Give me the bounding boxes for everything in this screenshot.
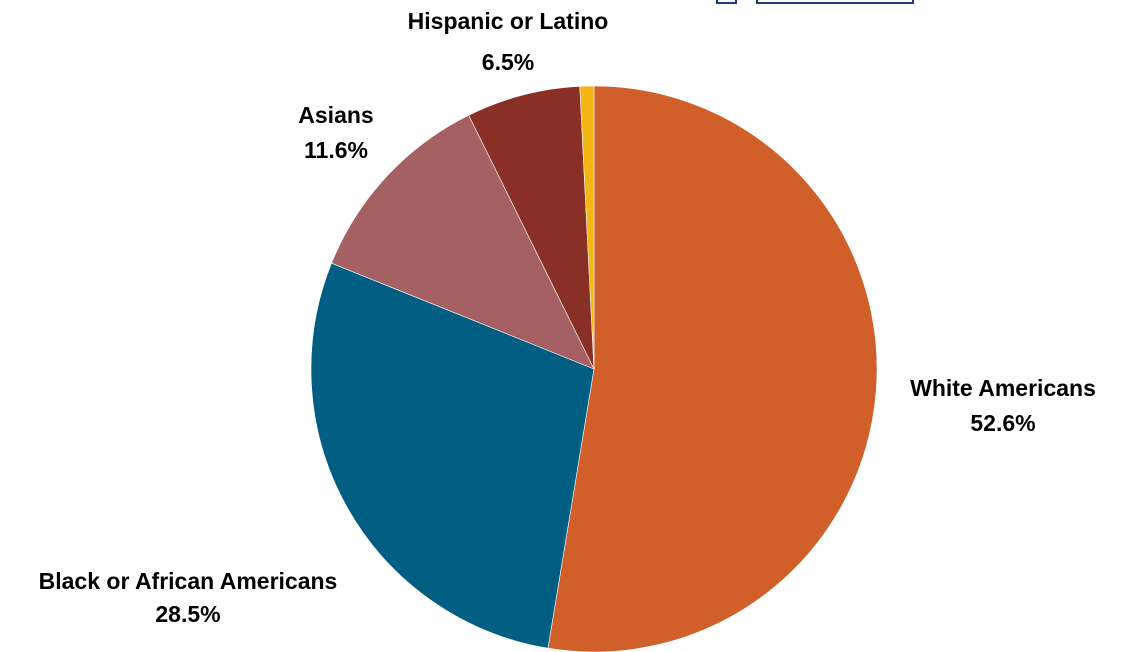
slice-value-black-or-african-americans: 28.5% — [155, 601, 220, 627]
pie-slice-hispanic-or-latino — [468, 86, 595, 370]
slice-label-hispanic-or-latino: Hispanic or Latino — [408, 8, 609, 34]
slice-value-white-americans: 52.6% — [970, 410, 1035, 436]
header-decoration-box-small — [716, 0, 737, 4]
header-decoration-box-large — [756, 0, 914, 4]
header-decoration — [716, 0, 914, 4]
slice-label-white-americans: White Americans — [910, 375, 1096, 401]
pie-slice-white-americans — [547, 85, 878, 652]
pie-slice-asians — [331, 114, 595, 370]
pie-slices — [310, 85, 878, 652]
slice-label-black-or-african-americans: Black or African Americans — [39, 568, 338, 594]
slice-label-asians: Asians — [298, 102, 373, 128]
pie-labels: White Americans 52.6% Black or African A… — [39, 8, 1096, 627]
pie-slice-unlabeled-4 — [579, 85, 595, 370]
pie-slice-black-or-african-americans — [310, 262, 595, 649]
slice-value-hispanic-or-latino: 6.5% — [482, 49, 534, 75]
slice-value-asians: 11.6% — [304, 137, 368, 163]
